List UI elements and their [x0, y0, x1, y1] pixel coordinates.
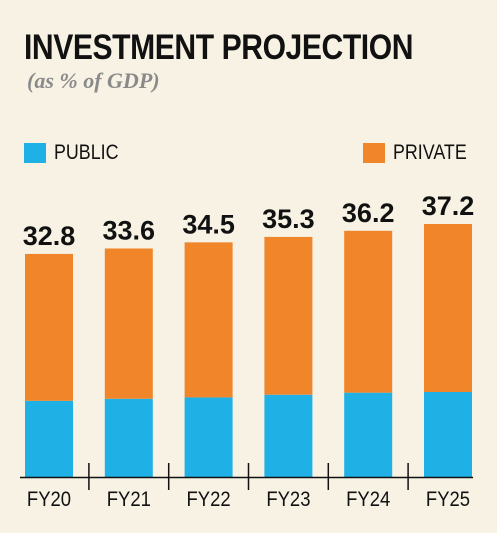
bar-public-fy23 [264, 394, 313, 477]
x-tick-label-fy21: FY21 [107, 488, 151, 511]
bar-private-fy25 [424, 224, 472, 392]
x-tick-label-fy23: FY23 [266, 488, 310, 511]
bar-total-label-fy25: 37.2 [422, 191, 475, 221]
legend-private: PRIVATE [363, 141, 480, 164]
bar-private-fy22 [184, 242, 233, 398]
bar-total-label-fy24: 36.2 [342, 198, 395, 228]
x-tick-label-fy25: FY25 [426, 488, 470, 511]
bar-total-label-fy20: 32.8 [23, 221, 76, 251]
bar-public-fy25 [424, 391, 472, 477]
chart-subtitle: (as % of GDP) [27, 68, 160, 93]
bar-private-fy20 [25, 253, 73, 401]
chart-title: INVESTMENT PROJECTION [24, 28, 414, 67]
bar-public-fy20 [25, 400, 73, 477]
bar-private-fy23 [264, 236, 313, 395]
legend-public-label: PUBLIC [54, 141, 119, 164]
bar-public-fy24 [344, 392, 393, 477]
legend-private-swatch [363, 143, 385, 163]
x-tick-label-fy20: FY20 [27, 488, 71, 511]
x-tick-label-fy22: FY22 [187, 488, 231, 511]
bar-total-label-fy21: 33.6 [103, 215, 156, 245]
legend-private-label: PRIVATE [393, 141, 467, 164]
bar-total-label-fy23: 35.3 [262, 204, 315, 234]
bar-public-fy21 [104, 398, 153, 477]
bar-private-fy24 [344, 230, 393, 393]
bar-private-fy21 [104, 248, 153, 399]
bar-total-label-fy22: 34.5 [182, 209, 235, 239]
legend-public: PUBLIC [24, 141, 130, 164]
bar-public-fy22 [184, 397, 233, 477]
legend-public-swatch [24, 143, 46, 163]
x-tick-label-fy24: FY24 [346, 488, 390, 511]
